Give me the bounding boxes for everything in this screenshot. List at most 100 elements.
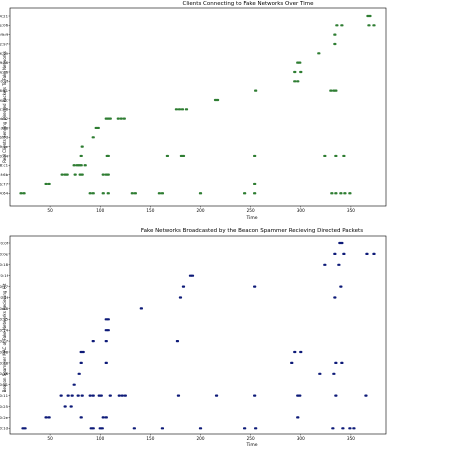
- data-point: [253, 182, 257, 186]
- data-point: [341, 427, 345, 430]
- data-point: [254, 427, 258, 430]
- data-point: [88, 394, 92, 397]
- x-tick-label: 100: [96, 436, 104, 441]
- y-axis-label: Beacon Spammer MAC of Fake Networks Reci…: [2, 283, 7, 392]
- y-tick-label: 6c:3f:23:e3:70:14: [0, 328, 9, 333]
- data-point: [108, 117, 112, 120]
- y-tick-label: 8c:6e:f2:4e:f9:ff: [0, 32, 8, 37]
- data-point: [66, 394, 70, 397]
- data-point: [77, 372, 81, 375]
- y-tick-label: 78:88:6d:41:19:c6: [0, 60, 9, 65]
- data-point: [253, 192, 257, 195]
- x-axis-label: Time: [245, 442, 257, 448]
- x-tick-label: 100: [96, 208, 104, 213]
- data-point: [81, 350, 85, 354]
- data-point: [198, 427, 203, 430]
- data-point: [333, 252, 337, 255]
- x-tick-label: 200: [197, 436, 205, 441]
- data-point: [293, 70, 297, 74]
- chart-title: Clients Connecting to Fake Networks Over…: [183, 1, 315, 7]
- data-point: [337, 263, 341, 266]
- data-point: [299, 350, 303, 354]
- data-point: [175, 340, 180, 343]
- y-tick-label: 6c:3f:23:e3:70:0f: [0, 240, 9, 245]
- data-point: [293, 350, 297, 354]
- data-point: [104, 340, 108, 343]
- data-point: [339, 285, 343, 288]
- data-point: [165, 154, 170, 158]
- data-point: [298, 61, 302, 64]
- x-tick-labels: 50 100 150 200 250 300 350: [47, 206, 355, 213]
- data-point: [44, 416, 48, 419]
- data-point: [317, 52, 321, 55]
- data-point: [120, 394, 124, 397]
- y-tick-label: f4:f1:e1:49:2b:77: [0, 181, 9, 186]
- y-tick-label: 3c:14:37:60:4c:f6: [0, 69, 9, 74]
- y-tick-label: 48:ab:b4:46:39:5e: [0, 144, 9, 149]
- data-point: [122, 117, 126, 120]
- data-points: [19, 14, 376, 195]
- data-point: [117, 394, 121, 397]
- data-point: [106, 173, 110, 176]
- y-tick-label: 70:3e:ac:c9:2e:aa: [0, 51, 8, 56]
- x-tick-label: 300: [297, 436, 305, 441]
- data-point: [364, 394, 368, 397]
- data-point: [101, 416, 105, 419]
- x-tick-label: 150: [146, 436, 154, 441]
- data-point: [198, 192, 203, 195]
- data-point: [130, 192, 134, 195]
- data-point: [348, 427, 352, 430]
- data-point: [73, 173, 77, 176]
- data-point: [72, 383, 76, 386]
- data-point: [253, 394, 257, 397]
- data-point: [80, 145, 84, 148]
- data-point: [296, 80, 300, 83]
- data-point: [100, 427, 104, 430]
- x-axis-label: Time: [245, 215, 257, 221]
- data-point: [123, 394, 127, 397]
- data-point: [108, 394, 112, 397]
- data-point: [299, 70, 303, 74]
- data-point: [243, 192, 247, 195]
- y-tick-label: d8:1e:72:13:38:c1: [0, 163, 9, 168]
- data-point: [19, 192, 23, 195]
- data-point: [101, 173, 105, 176]
- data-point: [335, 24, 339, 27]
- data-point: [342, 154, 346, 158]
- data-point: [106, 318, 110, 321]
- data-point: [254, 89, 258, 92]
- data-point: [334, 89, 338, 92]
- data-point: [293, 80, 297, 83]
- data-point: [79, 361, 83, 364]
- y-tick-labels: 6c:3f:23:e3:70:0f 6c:3f:23:e3:70:0e 6c:3f:…: [0, 240, 10, 431]
- data-point: [340, 24, 344, 27]
- data-point: [368, 14, 372, 18]
- data-point: [329, 89, 333, 92]
- data-point: [47, 416, 51, 419]
- y-axis-label: Real Clients Sending Directed Packets To…: [2, 51, 7, 163]
- data-point: [181, 285, 186, 288]
- data-point: [184, 108, 189, 111]
- data-point: [190, 274, 195, 277]
- data-point: [44, 182, 48, 186]
- data-point: [176, 394, 181, 397]
- data-point: [334, 192, 338, 195]
- y-tick-label: 6c:3f:23:e3:70:1d: [0, 426, 9, 431]
- data-point: [323, 154, 327, 158]
- data-point: [181, 154, 186, 158]
- y-tick-label: 6c:3f:23:e3:70:11: [0, 393, 9, 398]
- data-point: [178, 296, 183, 299]
- data-point: [80, 394, 84, 397]
- data-point: [69, 405, 73, 408]
- data-point: [91, 340, 95, 343]
- x-tick-label: 350: [347, 208, 355, 213]
- data-point: [22, 192, 26, 195]
- data-point: [334, 361, 338, 364]
- y-tick-label: 88:66:a5:94:9c:98: [0, 107, 9, 112]
- data-point: [70, 394, 74, 397]
- y-tick-label: 40:9c:28:89:56:81: [0, 88, 9, 93]
- data-point: [104, 416, 108, 419]
- data-point: [101, 192, 105, 195]
- y-tick-label: c0:b0:12:a8:e4:64: [0, 191, 9, 196]
- y-tick-label: 6c:3f:23:e3:70:08: [0, 306, 9, 311]
